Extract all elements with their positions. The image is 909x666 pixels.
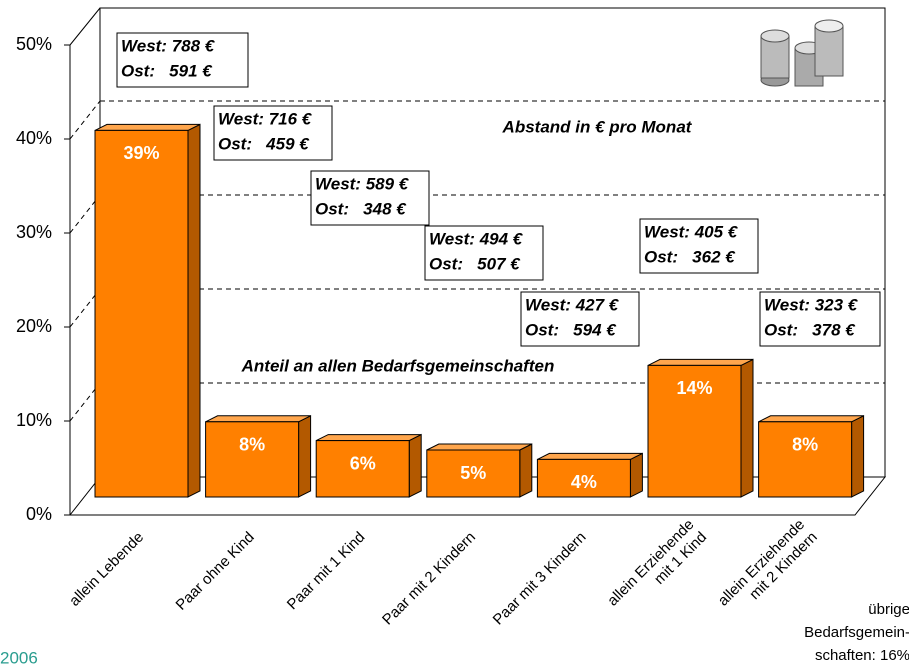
x-tick-label: Paar mit 3 Kindern bbox=[490, 529, 590, 629]
annotation-text: West: 427 € bbox=[525, 295, 620, 314]
value-label: 4% bbox=[571, 472, 597, 492]
annotation-text: Ost: 378 € bbox=[764, 320, 856, 339]
annotation-box: West: 405 € Ost: 362 € bbox=[640, 219, 758, 273]
bar-side bbox=[188, 124, 200, 497]
bar bbox=[95, 130, 188, 497]
bar-top bbox=[537, 453, 642, 459]
x-tick-label: allein Lebende bbox=[66, 529, 147, 610]
annotation-box: West: 427 € Ost: 594 € bbox=[521, 292, 639, 346]
annotation-text: West: 589 € bbox=[315, 174, 410, 193]
y-tick-label: 20% bbox=[16, 316, 52, 336]
side-edge bbox=[70, 8, 100, 45]
annotation-text: Ost: 591 € bbox=[121, 61, 213, 80]
annotation-text: Ost: 362 € bbox=[644, 247, 736, 266]
annotation-text: West: 494 € bbox=[429, 229, 524, 248]
bar-side bbox=[852, 416, 864, 497]
y-tick-label: 0% bbox=[26, 504, 52, 524]
value-label: 8% bbox=[792, 435, 818, 455]
annotation-box: West: 716 € Ost: 459 € bbox=[214, 106, 332, 160]
bar-side bbox=[299, 416, 311, 497]
annotation-text: West: 405 € bbox=[644, 222, 739, 241]
x-tick-label: Paar mit 2 Kindern bbox=[379, 529, 479, 629]
x-tick-label: Paar mit 1 Kind bbox=[284, 529, 369, 614]
footnote: schaften: 16% bbox=[815, 647, 909, 664]
annotation-box: West: 589 € Ost: 348 € bbox=[311, 171, 429, 225]
footnote: Bedarfsgemein- bbox=[804, 624, 909, 641]
bar-side bbox=[409, 435, 421, 497]
annotation-box: West: 788 € Ost: 591 € bbox=[117, 33, 248, 87]
bar-side bbox=[630, 453, 642, 497]
annotation-text: West: 323 € bbox=[764, 295, 859, 314]
y-tick-label: 50% bbox=[16, 34, 52, 54]
bar-side bbox=[520, 444, 532, 497]
y-tick-label: 10% bbox=[16, 410, 52, 430]
bar-side bbox=[741, 359, 753, 497]
annotation-text: Ost: 348 € bbox=[315, 199, 407, 218]
chart: Abstand in € pro Monat Anteil an allen B… bbox=[0, 0, 909, 666]
bar-top bbox=[648, 359, 753, 365]
bar bbox=[759, 422, 852, 497]
share-label: Anteil an allen Bedarfsgemeinschaften bbox=[241, 356, 555, 375]
bar-top bbox=[206, 416, 311, 422]
footnote: übrige bbox=[868, 601, 909, 618]
distance-label: Abstand in € pro Monat bbox=[502, 117, 693, 136]
bar-top bbox=[95, 124, 200, 130]
x-tick-label: Paar ohne Kind bbox=[173, 529, 258, 614]
annotation-text: West: 716 € bbox=[218, 109, 313, 128]
annotation-text: Ost: 507 € bbox=[429, 254, 521, 273]
y-tick-label: 30% bbox=[16, 222, 52, 242]
value-label: 8% bbox=[239, 435, 265, 455]
annotation-text: West: 788 € bbox=[121, 36, 216, 55]
annotation-box: West: 494 € Ost: 507 € bbox=[425, 226, 543, 280]
annotation-text: Ost: 459 € bbox=[218, 134, 310, 153]
value-label: 39% bbox=[123, 143, 159, 163]
value-label: 5% bbox=[460, 463, 486, 483]
value-label: 6% bbox=[350, 453, 376, 473]
bar-top bbox=[316, 435, 421, 441]
bar bbox=[206, 422, 299, 497]
annotation-box: West: 323 € Ost: 378 € bbox=[760, 292, 880, 346]
value-label: 14% bbox=[676, 378, 712, 398]
year: 2006 bbox=[0, 648, 38, 666]
y-tick-label: 40% bbox=[16, 128, 52, 148]
bar-top bbox=[427, 444, 532, 450]
annotation-text: Ost: 594 € bbox=[525, 320, 617, 339]
bar-top bbox=[759, 416, 864, 422]
